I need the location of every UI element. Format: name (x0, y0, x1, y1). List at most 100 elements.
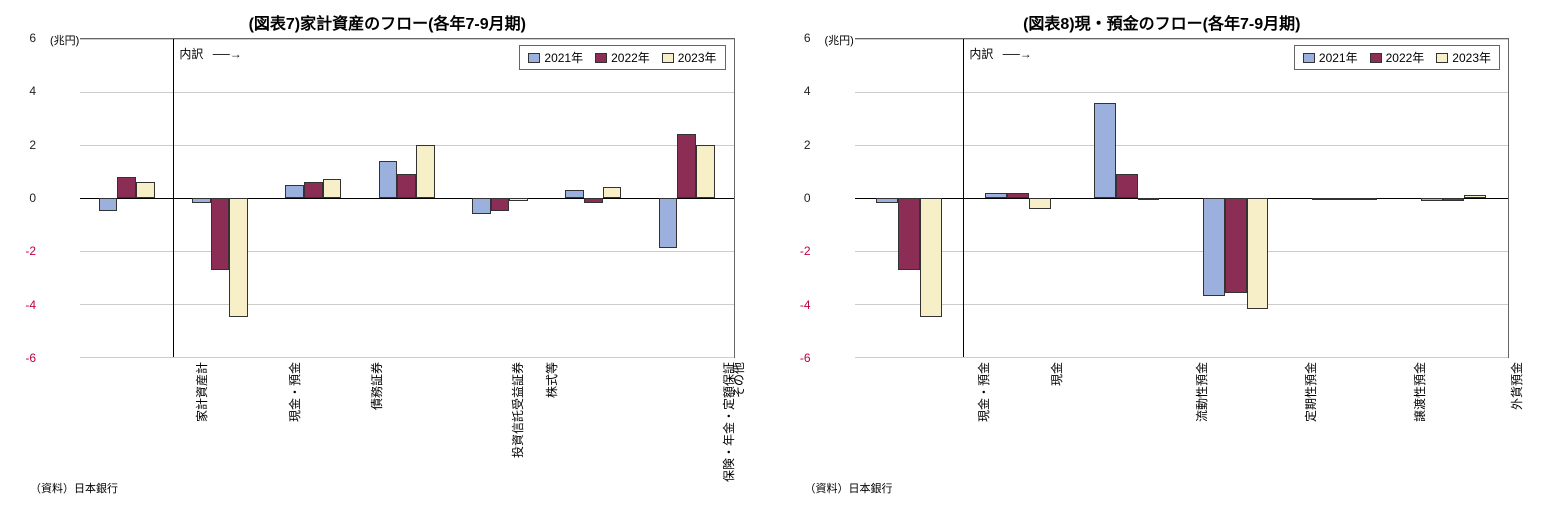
legend-swatch (662, 53, 674, 63)
chart-7-source: （資料）日本銀行 (30, 480, 755, 496)
chart-7-legend: 2021年 2022年 2023年 (519, 45, 725, 70)
y-tick-label: 4 (775, 84, 811, 98)
x-category-label: 流動性預金 (1193, 362, 1210, 422)
charts-row: (図表7)家計資産のフロー(各年7-9月期) (兆円) -6-4-20246 内… (20, 10, 1529, 496)
x-category-label: 家計資産計 (193, 362, 210, 422)
gridline (855, 39, 1509, 40)
x-category-label: 株式等 (543, 362, 560, 398)
bar (1443, 198, 1465, 201)
y-tick-label: 2 (0, 138, 36, 152)
legend-swatch (595, 53, 607, 63)
chart-8-legend: 2021年 2022年 2023年 (1294, 45, 1500, 70)
y-tick-label: 6 (0, 31, 36, 45)
arrow-icon: ──→ (999, 47, 1031, 61)
x-category-label: 債務証券 (368, 362, 385, 410)
gridline (855, 145, 1509, 146)
chart-7-plot-area: 内訳 ──→ 2021年 2022年 2023年 (80, 38, 735, 358)
gridline (80, 251, 734, 252)
legend-label: 2023年 (1452, 49, 1491, 66)
x-category-label: 外貨預金 (1508, 362, 1525, 410)
x-category-label: その他 (730, 362, 747, 398)
legend-swatch (528, 53, 540, 63)
gridline (80, 92, 734, 93)
bar (1356, 198, 1378, 200)
bar (304, 182, 323, 198)
legend-label: 2021年 (1319, 49, 1358, 66)
bar (565, 190, 584, 198)
bar (211, 198, 230, 270)
bar (1203, 198, 1225, 296)
bar (1247, 198, 1269, 309)
x-category-label: 現金 (1048, 362, 1065, 386)
bar (659, 198, 678, 248)
chart-8-plot-area: 内訳 ──→ 2021年 2022年 2023年 (855, 38, 1510, 358)
bar (985, 193, 1007, 198)
y-tick-label: 4 (0, 84, 36, 98)
bar (1007, 193, 1029, 198)
bar (1029, 198, 1051, 209)
bar (1464, 195, 1486, 198)
bar (1334, 198, 1356, 200)
chart-7: (図表7)家計資産のフロー(各年7-9月期) (兆円) -6-4-20246 内… (20, 10, 755, 496)
x-category-label: 現金・預金 (975, 362, 992, 422)
bar (99, 198, 118, 211)
y-tick-label: 6 (775, 31, 811, 45)
bar (192, 198, 211, 203)
bar (285, 185, 304, 198)
bar (1421, 198, 1443, 201)
bar (677, 134, 696, 198)
legend-label: 2023年 (678, 49, 717, 66)
gridline (80, 304, 734, 305)
arrow-icon: ──→ (209, 47, 241, 61)
x-category-label: 譲渡性預金 (1411, 362, 1428, 422)
breakdown-label: 内訳 ──→ (969, 45, 1031, 62)
gridline (855, 304, 1509, 305)
bar (1138, 198, 1160, 200)
legend-label: 2022年 (1386, 49, 1425, 66)
legend-item: 2023年 (1436, 49, 1491, 66)
bar (1225, 198, 1247, 293)
legend-item: 2021年 (528, 49, 583, 66)
chart-7-y-unit: (兆円) (50, 32, 79, 48)
gridline (80, 39, 734, 40)
gridline (855, 92, 1509, 93)
bar (584, 198, 603, 203)
y-tick-label: -6 (0, 351, 36, 365)
legend-label: 2021年 (544, 49, 583, 66)
legend-label: 2022年 (611, 49, 650, 66)
bar (117, 177, 136, 198)
legend-item: 2022年 (1370, 49, 1425, 66)
y-tick-label: -4 (0, 298, 36, 312)
gridline (855, 198, 1509, 199)
y-tick-label: -6 (775, 351, 811, 365)
bar (397, 174, 416, 198)
legend-swatch (1303, 53, 1315, 63)
legend-item: 2022年 (595, 49, 650, 66)
chart-8-source: （資料）日本銀行 (805, 480, 1530, 496)
bar (876, 198, 898, 203)
bar (136, 182, 155, 198)
gridline (80, 145, 734, 146)
legend-item: 2021年 (1303, 49, 1358, 66)
y-tick-label: -2 (0, 244, 36, 258)
bar (416, 145, 435, 198)
breakdown-divider (963, 39, 964, 357)
bar (323, 179, 342, 198)
breakdown-divider (173, 39, 174, 357)
x-category-label: 現金・預金 (286, 362, 303, 422)
x-category-label: 投資信託受益証券 (509, 362, 526, 458)
breakdown-label: 内訳 ──→ (179, 45, 241, 62)
bar (920, 198, 942, 317)
chart-7-x-labels: 家計資産計現金・預金債務証券投資信託受益証券株式等保険・年金・定額保証その他 (80, 358, 735, 478)
gridline (80, 198, 734, 199)
legend-item: 2023年 (662, 49, 717, 66)
bar (898, 198, 920, 270)
legend-swatch (1370, 53, 1382, 63)
y-tick-label: -4 (775, 298, 811, 312)
y-tick-label: 0 (775, 191, 811, 205)
bar (696, 145, 715, 198)
chart-8-x-labels: 現金・預金現金流動性預金定期性預金譲渡性預金外貨預金 (855, 358, 1510, 478)
bar (509, 198, 528, 201)
y-tick-label: -2 (775, 244, 811, 258)
gridline (855, 251, 1509, 252)
